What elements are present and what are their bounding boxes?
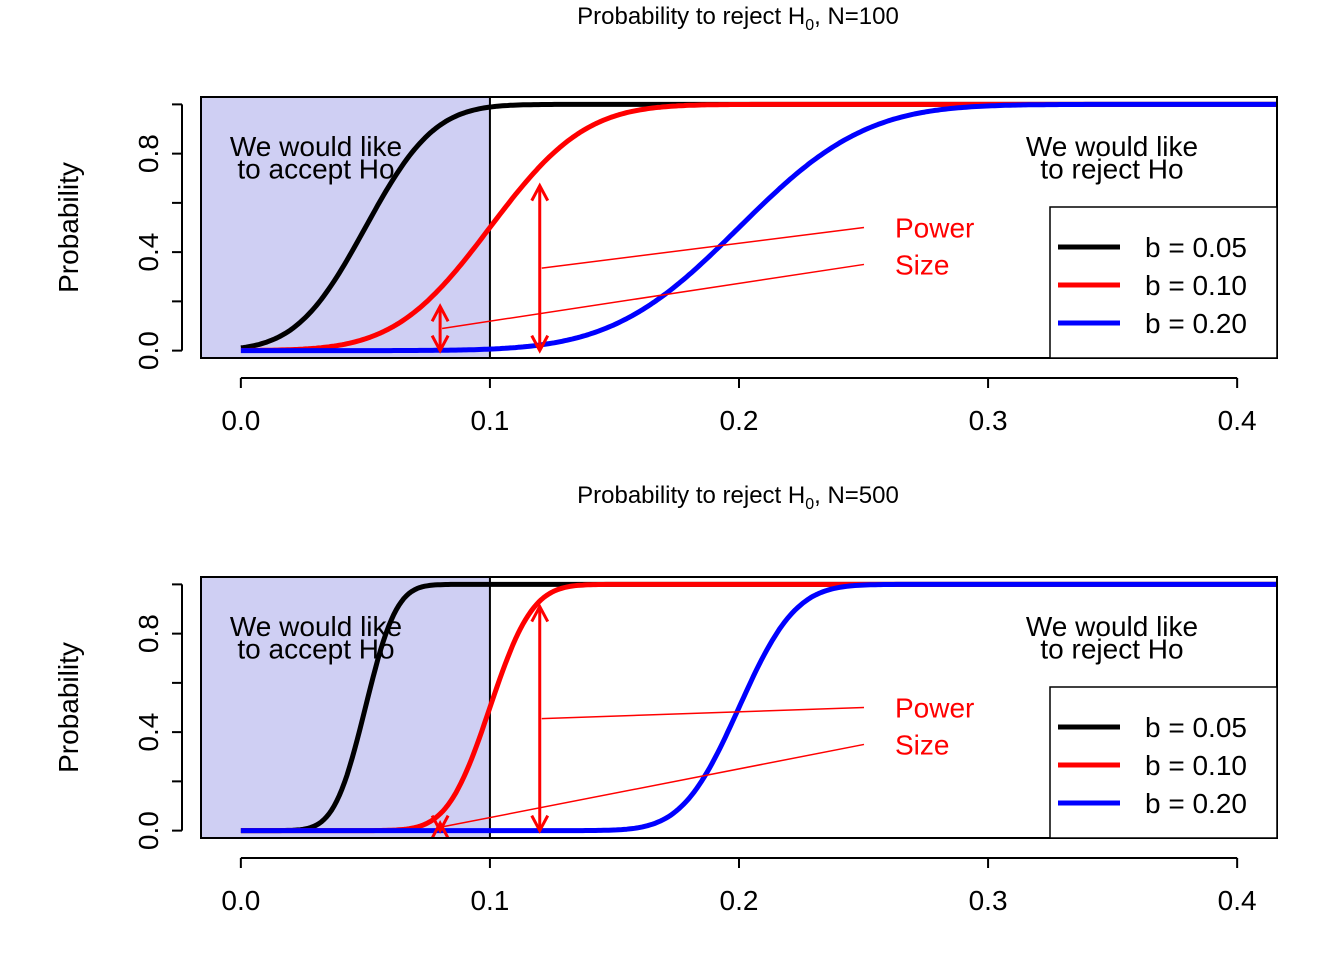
power-arrow-head-top: [530, 603, 550, 623]
chart-title: Probability to reject H0, N=500: [577, 482, 899, 513]
reject-label-line2: to reject Ho: [1040, 153, 1183, 184]
series-line-b-0-20: [240, 101, 1277, 354]
chart-title: Probability to reject H0, N=100: [577, 3, 899, 34]
size-arrow-head-bottom: [430, 334, 450, 354]
y-axis-label: Probability: [53, 642, 84, 773]
legend-label: b = 0.05: [1145, 232, 1247, 263]
size-arrow-head-top: [430, 820, 450, 839]
series-line-b-0-20: [240, 581, 1277, 834]
x-tick-label: 0.4: [1218, 405, 1257, 436]
legend-label: b = 0.20: [1145, 788, 1247, 819]
size-label: Size: [895, 729, 949, 760]
title-suffix: , N=100: [814, 3, 899, 30]
size-connector: [441, 263, 865, 330]
reject-label-line1: We would like: [1026, 611, 1198, 642]
power-label: Power: [895, 693, 974, 724]
y-tick-label: 0.8: [133, 134, 164, 173]
x-tick-label: 0.3: [969, 405, 1008, 436]
legend-label: b = 0.20: [1145, 308, 1247, 339]
size-arrow-head-top: [430, 303, 450, 322]
x-tick-label: 0.1: [470, 405, 509, 436]
panel-1: Probability to reject H0, N=100 We would …: [53, 3, 1278, 436]
reject-label-line2: to reject Ho: [1040, 633, 1183, 664]
accept-region: [201, 97, 490, 358]
title-subscript: 0: [805, 17, 814, 34]
x-tick-label: 0.2: [720, 885, 759, 916]
size-arrow-head-bottom: [430, 814, 450, 834]
title-subscript: 0: [805, 496, 814, 513]
power-arrow-head-top: [530, 182, 550, 202]
title-text: Probability to reject H: [577, 3, 805, 30]
accept-label-line1: We would like: [230, 611, 402, 642]
x-tick-label: 0.3: [969, 885, 1008, 916]
power-arrow-head-bottom: [530, 814, 550, 834]
title-suffix: , N=500: [814, 482, 899, 509]
panel-2: Probability to reject H0, N=500 We would …: [53, 482, 1278, 916]
x-tick-label: 0.4: [1218, 885, 1257, 916]
x-tick-label: 0.1: [470, 885, 509, 916]
size-connector: [441, 743, 865, 828]
y-tick-label: 0.0: [133, 811, 164, 850]
accept-label-line2: to accept Ho: [237, 153, 394, 184]
power-connector: [541, 226, 865, 269]
power-arrow-head-bottom: [530, 334, 550, 354]
title-text: Probability to reject H: [577, 482, 805, 509]
accept-label-line1: We would like: [230, 131, 402, 162]
x-tick-label: 0.2: [720, 405, 759, 436]
power-connector: [541, 706, 865, 720]
legend-label: b = 0.10: [1145, 750, 1247, 781]
y-tick-label: 0.4: [133, 233, 164, 272]
accept-label-line2: to accept Ho: [237, 633, 394, 664]
legend-label: b = 0.10: [1145, 270, 1247, 301]
y-tick-label: 0.8: [133, 614, 164, 653]
y-tick-label: 0.0: [133, 331, 164, 370]
power-label: Power: [895, 213, 974, 244]
reject-label-line1: We would like: [1026, 131, 1198, 162]
size-label: Size: [895, 249, 949, 280]
accept-region: [201, 577, 490, 838]
y-tick-label: 0.4: [133, 713, 164, 752]
x-tick-label: 0.0: [221, 405, 260, 436]
legend-label: b = 0.05: [1145, 712, 1247, 743]
x-tick-label: 0.0: [221, 885, 260, 916]
y-axis-label: Probability: [53, 162, 84, 293]
